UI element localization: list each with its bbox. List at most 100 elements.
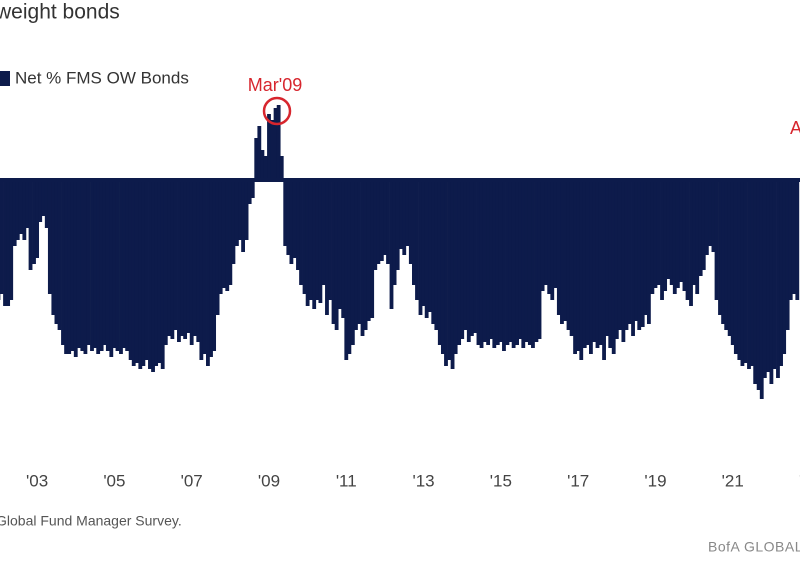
bar: [595, 180, 600, 348]
bar: [495, 180, 500, 345]
bar: [737, 180, 742, 360]
bar: [57, 180, 62, 330]
bar: [640, 180, 645, 327]
bar: [395, 180, 400, 270]
bar: [325, 180, 329, 315]
bar: [502, 180, 506, 351]
bar: [675, 180, 680, 288]
bar: [592, 180, 597, 342]
bar: [173, 180, 178, 330]
bar: [444, 180, 448, 366]
bar: [186, 180, 191, 333]
bar: [489, 180, 494, 339]
bar: [521, 180, 526, 348]
bar: [611, 180, 616, 354]
bar: [154, 180, 159, 366]
bar: [215, 180, 220, 315]
x-tick-label: '21: [722, 471, 744, 490]
bar: [241, 180, 246, 252]
bar: [292, 180, 297, 258]
bar: [96, 180, 101, 354]
bar: [624, 180, 629, 330]
bar: [67, 180, 72, 354]
bar: [527, 180, 532, 345]
bar: [627, 180, 632, 324]
bar: [163, 180, 168, 345]
bar: [650, 180, 655, 294]
bar: [756, 180, 761, 390]
bar: [202, 180, 207, 354]
bar: [602, 180, 606, 360]
bar: [177, 180, 181, 342]
bar: [141, 180, 146, 366]
bar: [689, 180, 693, 306]
x-tick-label: '03: [26, 471, 48, 490]
bar: [666, 180, 671, 279]
bar: [212, 180, 217, 351]
bar: [54, 180, 59, 324]
bar: [785, 180, 790, 330]
bar: [598, 180, 603, 345]
bar: [457, 180, 462, 345]
bar: [354, 180, 358, 330]
bar: [112, 180, 117, 348]
bar: [621, 180, 626, 342]
bar: [508, 180, 513, 342]
bar: [573, 180, 577, 354]
bar: [15, 180, 20, 240]
bar: [563, 180, 568, 321]
bar: [663, 180, 668, 291]
bar: [109, 180, 114, 357]
bar: [44, 180, 49, 228]
legend-swatch: [0, 71, 10, 86]
bar: [86, 180, 91, 345]
bar: [138, 180, 143, 369]
bar: [254, 138, 259, 180]
bar: [125, 180, 130, 351]
bar: [134, 180, 139, 363]
bar: [347, 180, 352, 354]
bar: [408, 180, 413, 264]
bar: [753, 180, 758, 384]
x-tick-label: '09: [258, 471, 280, 490]
bar: [617, 180, 622, 330]
bar: [105, 180, 110, 351]
bar: [434, 180, 439, 330]
x-tick-label: '05: [103, 471, 125, 490]
bar: [450, 180, 455, 369]
bar: [76, 180, 81, 348]
bar: [685, 180, 690, 300]
x-tick-label: '15: [490, 471, 512, 490]
bar: [299, 180, 303, 285]
bars: [0, 105, 800, 399]
bar: [402, 180, 407, 255]
bar: [196, 180, 201, 342]
bar: [608, 180, 613, 348]
bar: [772, 180, 777, 369]
bar: [38, 180, 43, 222]
bar: [782, 180, 787, 354]
bar: [25, 180, 30, 228]
bar: [144, 180, 149, 360]
bar: [733, 180, 738, 354]
bar: [544, 180, 548, 285]
bar: [148, 180, 152, 369]
bar: [9, 180, 14, 300]
bar: [631, 180, 635, 336]
bar: [41, 180, 46, 216]
bar: [180, 180, 184, 336]
bar: [463, 180, 468, 330]
bar: [637, 180, 642, 330]
bar: [160, 180, 165, 369]
bar: [80, 180, 85, 351]
bar: [540, 180, 545, 291]
bar: [28, 180, 33, 270]
bar: [479, 180, 484, 348]
bar: [228, 180, 233, 285]
bar: [370, 180, 375, 318]
bar: [119, 180, 123, 354]
bar: [267, 114, 271, 180]
bar: [515, 180, 520, 345]
bar: [669, 180, 674, 285]
